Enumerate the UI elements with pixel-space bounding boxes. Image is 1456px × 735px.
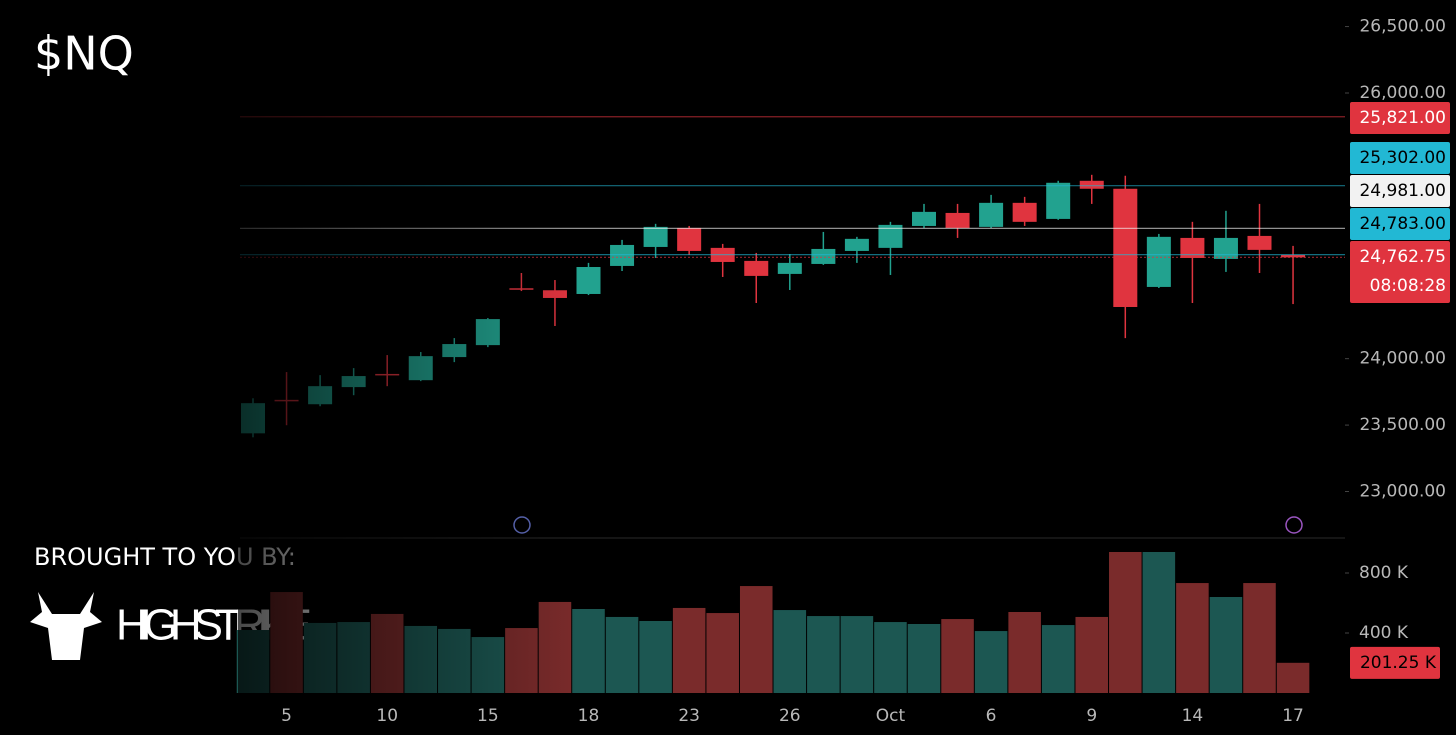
volume-label-box [1350, 646, 1440, 679]
candle-body [811, 248, 836, 264]
event-icon [1285, 516, 1303, 534]
price-label: 24,783.00 [1359, 214, 1446, 234]
candle-body [1146, 236, 1171, 287]
y-tick-label: 26,000.00 [1359, 83, 1446, 103]
y-tick-label: 24,000.00 [1359, 349, 1446, 369]
volume-bar [1109, 552, 1142, 693]
chart-title: $NQ [34, 27, 134, 81]
price-label-box [1350, 175, 1450, 207]
price-label: 24,981.00 [1359, 181, 1446, 201]
y-tick-label: 23,500.00 [1359, 415, 1446, 435]
volume-bar [1243, 583, 1276, 693]
candle-body [1079, 180, 1104, 189]
x-tick-label: 6 [986, 706, 997, 726]
candle-body [777, 262, 802, 274]
x-tick-label: Oct [876, 706, 906, 726]
volume-bar [807, 616, 840, 693]
fade-overlay [238, 0, 578, 700]
x-tick-label: 9 [1086, 706, 1097, 726]
price-label: 24,762.75 [1359, 247, 1446, 267]
volume-bar [706, 613, 739, 693]
price-label-box [1350, 142, 1450, 174]
event-icon [513, 516, 531, 534]
volume-bar [1041, 625, 1075, 693]
volume-bar [672, 607, 706, 693]
volume-bar [739, 586, 773, 693]
candle-body [1180, 237, 1205, 258]
x-tick-label: 17 [1282, 706, 1304, 726]
candle-body [677, 227, 702, 251]
candle-body [945, 212, 970, 228]
candle-body [844, 238, 869, 251]
candle-body [1247, 235, 1272, 250]
candle-body [878, 224, 903, 248]
candle-body [1113, 188, 1138, 307]
candle-body [979, 202, 1004, 227]
axis: 26,500.00 26,000.00 24,000.00 23,500.00 23,0… [281, 17, 1450, 726]
price-label: 25,302.00 [1359, 148, 1446, 168]
candle-body [576, 267, 601, 294]
candle-body [912, 211, 936, 226]
volume-bar [639, 621, 672, 693]
price-label: 25,821.00 [1359, 108, 1446, 128]
candle-body [744, 260, 769, 276]
volume-label: 201.25 K [1360, 653, 1437, 673]
price-label-box [1350, 208, 1450, 240]
x-tick-label: 26 [779, 706, 801, 726]
countdown: 08:08:28 [1370, 276, 1446, 296]
volume-bar [1142, 552, 1176, 693]
x-tick-label: 15 [477, 706, 499, 726]
volume-bar [605, 616, 639, 693]
volume-bar [941, 619, 974, 693]
x-tick-label: 18 [578, 706, 600, 726]
x-tick-label: 14 [1182, 706, 1204, 726]
volume-bar [874, 622, 907, 693]
y-tick-label: 23,000.00 [1359, 482, 1446, 502]
price-label-box [1350, 241, 1450, 303]
bull-logo [30, 592, 102, 660]
x-tick-label: 23 [678, 706, 700, 726]
volume-bar [974, 631, 1008, 693]
volume-tick-label: 800 K [1359, 563, 1409, 583]
volume-bar [1075, 616, 1109, 693]
y-tick-label: 26,500.00 [1359, 17, 1446, 37]
volume-bar [1008, 612, 1041, 693]
volume-bar [1276, 662, 1310, 693]
candle-body [643, 226, 668, 247]
volume-bar [1176, 583, 1209, 693]
volume-bar [840, 616, 874, 693]
candle-body [1281, 254, 1306, 258]
volume-bar [773, 610, 807, 693]
candle-body [610, 244, 635, 266]
candle-body [1046, 182, 1071, 219]
volume-bar [907, 624, 941, 693]
candle-body [1012, 202, 1037, 222]
volume-tick-label: 400 K [1359, 623, 1409, 643]
price-label-box [1350, 102, 1450, 134]
volume-bar [1209, 597, 1243, 693]
candle-body [1213, 237, 1238, 259]
x-tick-label: 10 [376, 706, 398, 726]
x-tick-label: 5 [281, 706, 292, 726]
